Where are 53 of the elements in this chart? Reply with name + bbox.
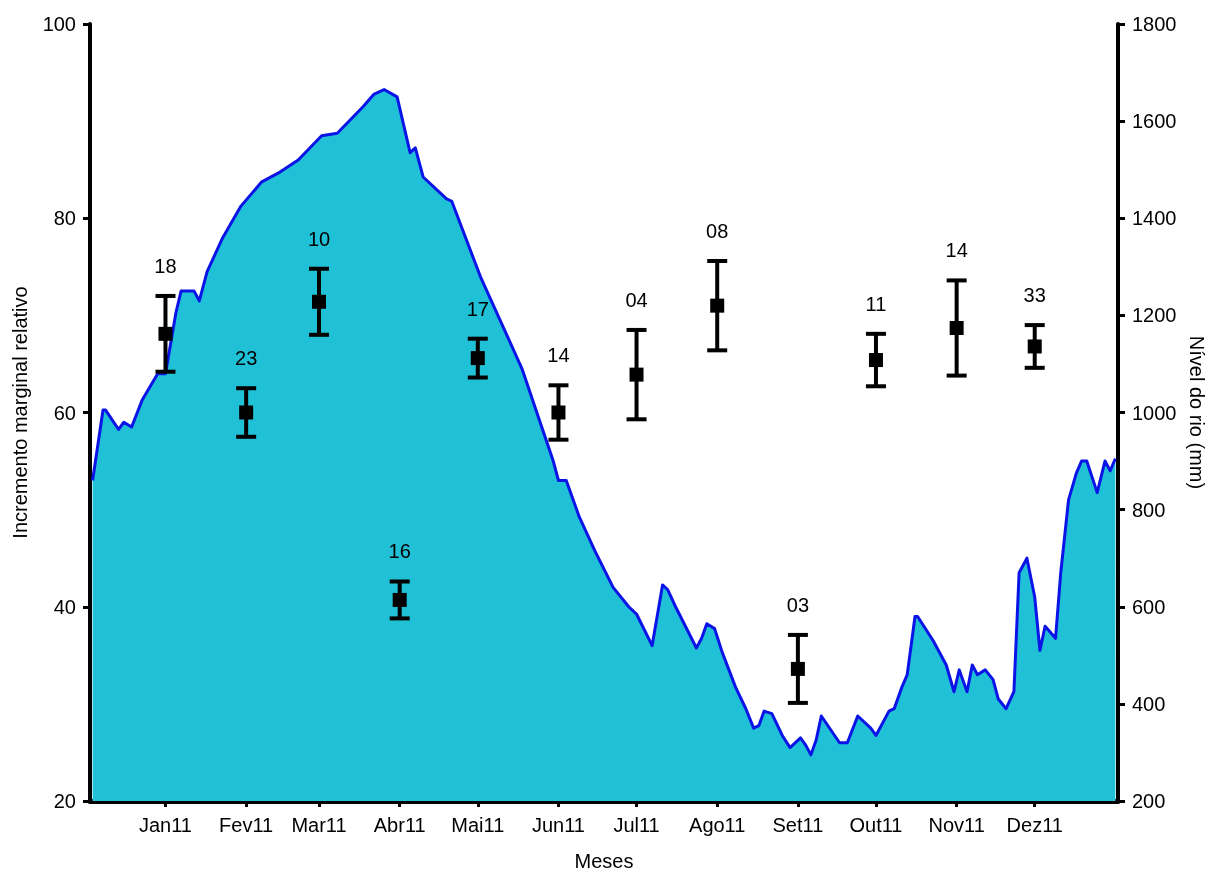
y-tick-label: 60 xyxy=(53,401,76,424)
annotation: 10 xyxy=(307,227,331,250)
point xyxy=(949,321,964,335)
x-tick-label: Out11 xyxy=(849,814,903,836)
x-tick-label: Ago11 xyxy=(689,814,746,836)
point xyxy=(158,326,173,341)
point xyxy=(629,367,644,382)
annotation: 04 xyxy=(625,288,648,311)
annotation: 03 xyxy=(786,593,810,616)
y2-tick-label: 200 xyxy=(1132,790,1166,812)
annotation: 23 xyxy=(235,347,258,370)
y-tick-label: 20 xyxy=(53,790,76,812)
x-tick-label: Mai11 xyxy=(451,814,505,836)
annotation: 14 xyxy=(945,239,968,262)
y2-tick-label: 1800 xyxy=(1132,13,1177,35)
y-tick-label: 40 xyxy=(53,595,76,618)
annotation: 08 xyxy=(706,219,729,242)
y2-tick-label: 800 xyxy=(1132,498,1166,521)
x-tick-label: Dez11 xyxy=(1006,814,1063,836)
y2-tick-label: 600 xyxy=(1132,595,1166,618)
x-tick-label: Set11 xyxy=(772,814,824,836)
x-axis-title: Meses xyxy=(574,850,634,872)
annotation: 17 xyxy=(466,297,489,320)
point xyxy=(392,592,407,607)
point xyxy=(868,353,883,368)
y2-tick-label: 400 xyxy=(1132,692,1166,715)
annotation: 16 xyxy=(388,540,411,563)
y-axis-title: Incremento marginal relativo xyxy=(9,286,31,539)
y2-tick-label: 1200 xyxy=(1132,304,1177,327)
y-tick-label: 100 xyxy=(42,13,76,35)
point xyxy=(312,294,327,309)
point xyxy=(470,351,485,366)
x-tick-label: Jul11 xyxy=(613,814,660,836)
point xyxy=(1027,339,1042,354)
y2-axis-title: Nível do rio (mm) xyxy=(1186,335,1209,490)
annotation: 33 xyxy=(1023,284,1046,307)
y2-tick-label: 1400 xyxy=(1132,207,1177,230)
point xyxy=(710,298,725,313)
x-tick-label: Mar11 xyxy=(291,814,347,836)
annotation: 11 xyxy=(865,292,887,315)
annotation: 14 xyxy=(547,344,570,367)
x-tick-label: Fev11 xyxy=(219,814,274,836)
annotation: 18 xyxy=(154,254,177,277)
point xyxy=(239,405,254,420)
point xyxy=(790,661,805,676)
y-tick-label: 80 xyxy=(53,207,76,230)
y2-tick-label: 1600 xyxy=(1132,110,1177,133)
x-tick-label: Nov11 xyxy=(928,814,985,836)
x-tick-label: Jun11 xyxy=(531,814,585,836)
y2-tick-label: 1000 xyxy=(1132,401,1177,424)
point xyxy=(551,405,566,420)
x-tick-label: Jan11 xyxy=(138,814,192,836)
x-tick-label: Abr11 xyxy=(373,814,426,836)
